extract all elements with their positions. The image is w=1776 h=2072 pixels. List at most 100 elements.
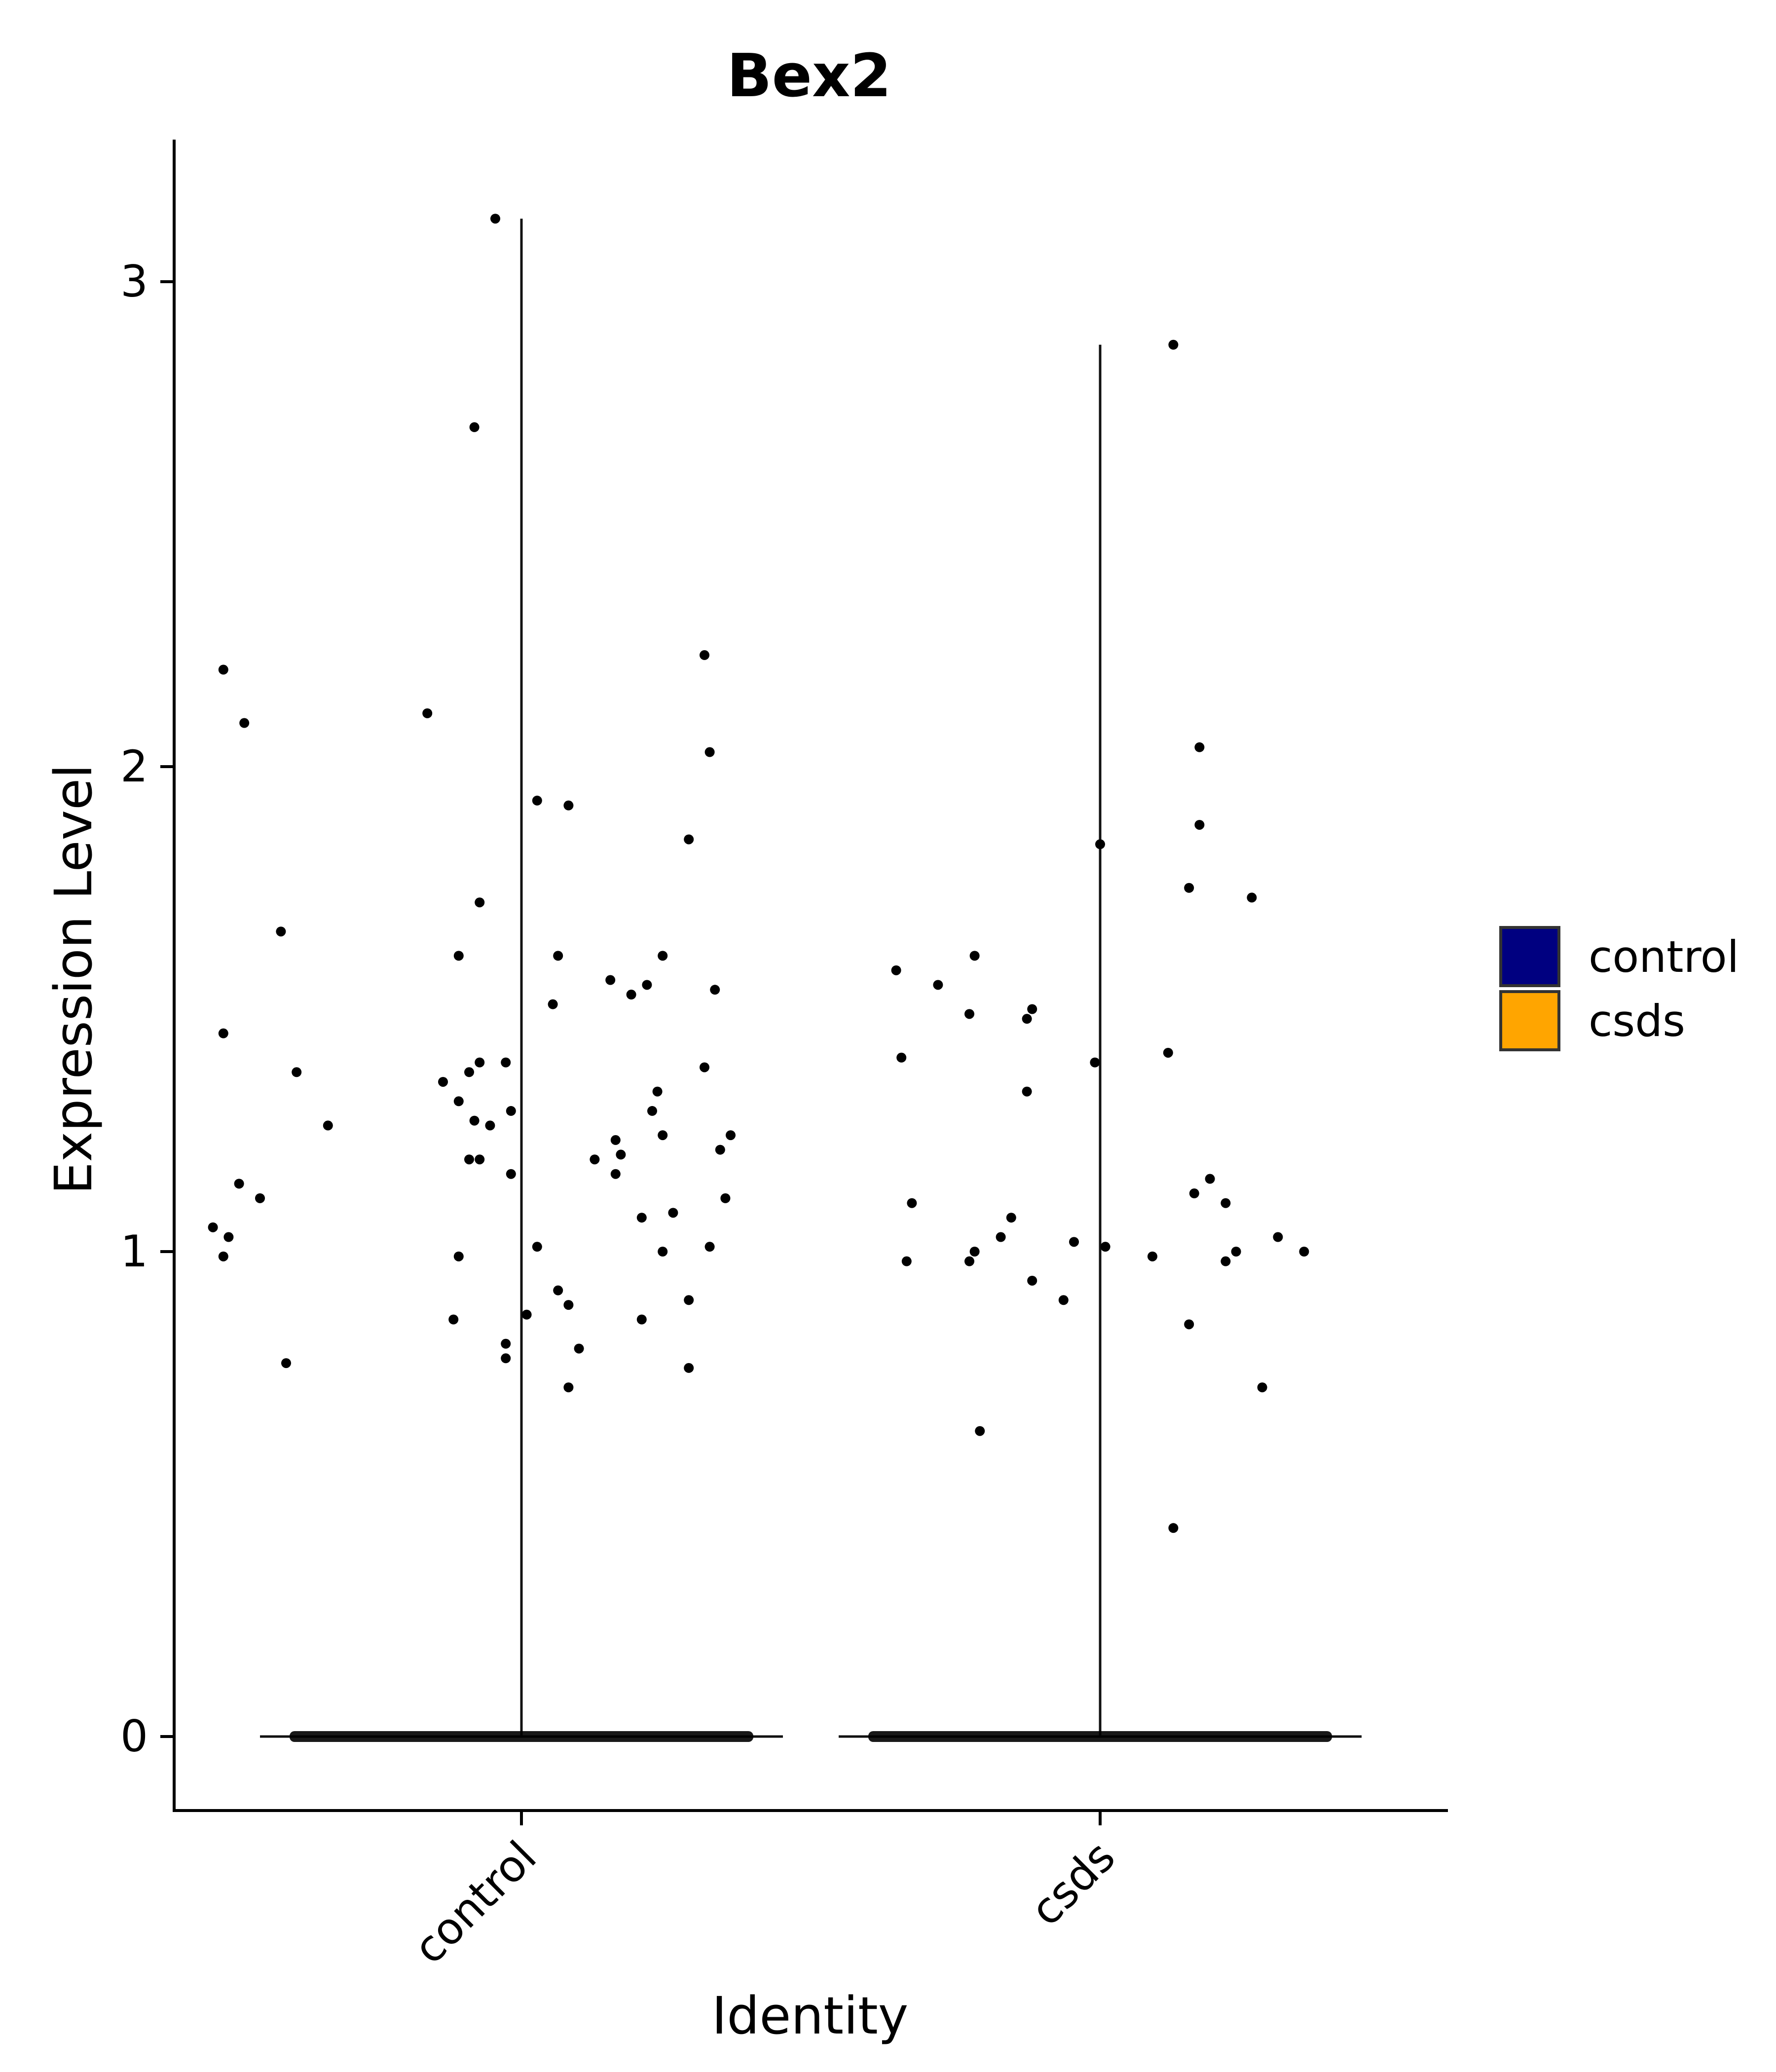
points-layer	[208, 214, 1309, 1533]
data-point-csds	[975, 1426, 985, 1436]
data-point-csds	[1189, 1188, 1199, 1199]
data-point-control	[590, 1154, 600, 1165]
data-point-control	[684, 1295, 694, 1305]
data-point-control	[453, 951, 464, 961]
data-point-control	[532, 1242, 542, 1252]
data-point-control	[704, 1242, 715, 1252]
data-point-csds	[1205, 1174, 1215, 1184]
data-point-csds	[996, 1232, 1006, 1242]
data-point-csds	[1184, 883, 1194, 893]
y-axis-label: Expression Level	[43, 764, 104, 1194]
data-point-csds	[1147, 1251, 1157, 1261]
data-point-control	[616, 1149, 626, 1160]
data-point-control	[553, 1285, 563, 1295]
data-point-csds	[1168, 1523, 1179, 1533]
data-point-control	[684, 1363, 694, 1373]
data-point-control	[475, 897, 485, 908]
data-point-control	[208, 1222, 218, 1232]
data-point-control	[610, 1135, 621, 1145]
data-point-csds	[1257, 1382, 1267, 1393]
data-point-csds	[1299, 1247, 1309, 1257]
data-point-control	[658, 951, 668, 961]
data-point-csds	[1027, 1275, 1037, 1286]
plot-area	[208, 214, 1362, 1742]
data-point-csds	[1231, 1247, 1241, 1257]
data-point-control	[501, 1057, 511, 1068]
data-point-control	[501, 1353, 511, 1364]
data-point-csds	[964, 1009, 974, 1019]
data-point-control	[605, 975, 616, 985]
data-point-control	[636, 1314, 647, 1325]
data-point-control	[506, 1106, 516, 1116]
data-point-csds	[1022, 1086, 1032, 1097]
data-point-control	[700, 650, 709, 660]
data-point-csds	[1247, 892, 1257, 903]
data-point-control	[532, 795, 542, 806]
data-point-control	[218, 1251, 228, 1261]
data-point-csds	[969, 951, 980, 961]
data-point-control	[501, 1338, 511, 1349]
data-point-control	[574, 1343, 584, 1354]
data-point-control	[218, 1028, 228, 1038]
data-point-csds	[896, 1052, 907, 1063]
data-point-control	[292, 1067, 302, 1077]
y-tick-label: 1	[120, 1226, 148, 1277]
data-point-control	[720, 1193, 731, 1203]
y-axis-ticks: 0 1 2 3	[120, 256, 174, 1762]
y-tick-label: 0	[120, 1711, 148, 1762]
data-point-control	[506, 1169, 516, 1179]
data-point-csds	[1095, 839, 1105, 850]
data-point-control	[448, 1314, 459, 1325]
data-point-control	[475, 1154, 485, 1165]
data-point-csds	[1163, 1047, 1173, 1058]
y-tick-label: 2	[120, 741, 148, 792]
legend-swatch-csds	[1499, 990, 1560, 1051]
data-point-control	[218, 665, 228, 675]
zero-points-csds	[868, 1731, 1332, 1742]
zero-points-control	[290, 1731, 753, 1742]
legend-label-control: control	[1589, 931, 1739, 982]
data-point-control	[553, 951, 563, 961]
data-point-control	[642, 980, 652, 990]
data-point-csds	[907, 1198, 917, 1208]
data-point-control	[490, 214, 500, 224]
data-point-control	[626, 990, 636, 1000]
data-point-control	[223, 1232, 234, 1242]
data-point-csds	[933, 980, 943, 990]
data-point-csds	[1058, 1295, 1069, 1305]
zero-bands-layer	[290, 1731, 1332, 1742]
data-point-control	[438, 1076, 448, 1087]
data-point-control	[563, 1300, 574, 1310]
legend-swatch-control	[1499, 926, 1560, 987]
data-point-csds	[1194, 742, 1205, 752]
data-point-control	[469, 422, 480, 432]
data-point-csds	[964, 1256, 974, 1266]
x-tick-label: control	[404, 1831, 546, 1974]
data-point-csds	[1168, 339, 1179, 350]
data-point-control	[668, 1208, 678, 1218]
data-point-csds	[901, 1256, 912, 1266]
data-point-control	[715, 1145, 725, 1155]
data-point-csds	[1184, 1319, 1194, 1330]
data-point-control	[658, 1130, 668, 1141]
data-point-csds	[1027, 1004, 1037, 1014]
data-point-control	[281, 1358, 291, 1369]
data-point-control	[563, 800, 574, 811]
data-point-control	[610, 1169, 621, 1179]
data-point-csds	[1090, 1057, 1100, 1068]
x-axis-ticks: control csds	[404, 1811, 1125, 1974]
data-point-control	[485, 1120, 495, 1131]
chart-title: Bex2	[727, 42, 891, 111]
x-axis-label: Identity	[712, 1986, 909, 2046]
data-point-control	[453, 1096, 464, 1107]
data-point-csds	[1221, 1256, 1231, 1266]
data-point-control	[684, 834, 694, 845]
data-point-control	[700, 1062, 709, 1073]
data-point-control	[464, 1067, 474, 1077]
data-point-control	[710, 985, 720, 995]
legend: control csds	[1499, 926, 1739, 1051]
legend-label-csds: csds	[1589, 996, 1685, 1046]
data-point-control	[521, 1309, 532, 1320]
data-point-control	[453, 1251, 464, 1261]
